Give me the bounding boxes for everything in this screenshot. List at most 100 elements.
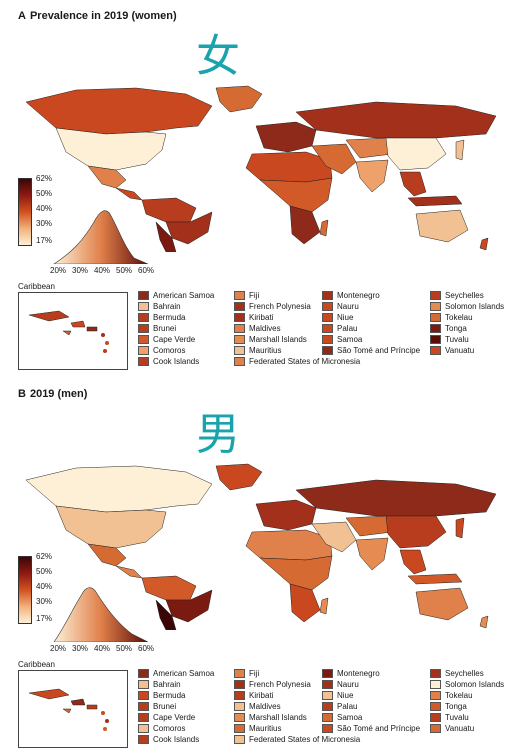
legend-item: Bermuda xyxy=(138,312,185,323)
legend-label: Mauritius xyxy=(249,346,282,355)
overlay-character: 女 xyxy=(196,31,240,82)
legend-item: Federated States of Micronesia xyxy=(234,356,360,367)
world-map xyxy=(25,463,497,630)
legend-item: Seychelles xyxy=(430,668,484,679)
region-russia xyxy=(295,101,497,139)
legend-swatch xyxy=(430,691,441,701)
caribbean-inset xyxy=(18,670,128,748)
legend-swatch xyxy=(430,702,441,712)
legend-label: Palau xyxy=(337,702,358,711)
legend-item: Palau xyxy=(322,701,357,712)
legend-label: Tonga xyxy=(445,324,467,333)
legend-item: São Tomé and Príncipe xyxy=(322,723,420,734)
x-tick: 50% xyxy=(116,266,133,275)
overlay-character: 男 xyxy=(196,409,240,460)
region-southeast-asia xyxy=(399,549,427,575)
legend-swatch xyxy=(138,713,149,723)
legend-item: Cook Islands xyxy=(138,356,199,367)
legend-label: Comoros xyxy=(153,724,186,733)
legend-item: Fiji xyxy=(234,290,259,301)
legend-label: Bermuda xyxy=(153,313,186,322)
legend-item: Seychelles xyxy=(430,290,484,301)
legend-swatch xyxy=(234,691,245,701)
legend-swatch xyxy=(138,702,149,712)
legend-swatch xyxy=(322,324,333,334)
legend-label: Nauru xyxy=(337,680,359,689)
legend: American Samoa Fiji Montenegro Seychelles Ba… xyxy=(138,290,518,370)
legend-swatch xyxy=(138,669,149,679)
scale-bar xyxy=(18,556,32,624)
legend-swatch xyxy=(138,346,149,356)
legend-label: Kiribati xyxy=(249,313,274,322)
legend-swatch xyxy=(430,291,441,301)
legend-label: Solomon Islands xyxy=(445,680,505,689)
region-japan xyxy=(455,517,465,539)
region-madagascar xyxy=(319,219,329,237)
legend-item: Marshall Islands xyxy=(234,334,307,345)
x-tick: 50% xyxy=(116,644,133,653)
region-australia xyxy=(415,209,469,243)
legend-swatch xyxy=(234,735,245,745)
scale-tick: 40% xyxy=(36,582,53,591)
legend-label: Niue xyxy=(337,313,354,322)
world-map xyxy=(25,85,497,252)
legend-label: Cape Verde xyxy=(153,335,196,344)
legend-label: Bahrain xyxy=(153,302,181,311)
legend-item: French Polynesia xyxy=(234,679,311,690)
panel-label: B xyxy=(18,388,26,400)
scale-tick: 62% xyxy=(36,174,53,183)
legend-item: Solomon Islands xyxy=(430,679,504,690)
panel-title: B 2019 (men) xyxy=(18,388,87,400)
legend-label: Tokelau xyxy=(445,313,473,322)
legend-item: Bermuda xyxy=(138,690,185,701)
legend-item: Nauru xyxy=(322,301,359,312)
legend-swatch xyxy=(234,713,245,723)
region-europe xyxy=(255,121,317,153)
legend-label: Tuvalu xyxy=(445,713,469,722)
legend-swatch xyxy=(234,724,245,734)
legend-swatch xyxy=(234,302,245,312)
legend-label: Brunei xyxy=(153,702,177,711)
scale-tick: 17% xyxy=(36,614,53,623)
legend-swatch xyxy=(322,691,333,701)
legend-item: Comoros xyxy=(138,345,185,356)
region-canada xyxy=(25,87,213,135)
legend-swatch xyxy=(234,324,245,334)
panel-label: A xyxy=(18,10,26,22)
legend-swatch xyxy=(430,669,441,679)
legend-swatch xyxy=(138,735,149,745)
legend-label: American Samoa xyxy=(153,669,215,678)
legend-item: Cape Verde xyxy=(138,712,195,723)
panel-title-text: Prevalence in 2019 (women) xyxy=(29,10,177,22)
legend-swatch xyxy=(234,357,245,367)
region-usa xyxy=(55,127,167,171)
region-new-zealand xyxy=(479,237,489,251)
legend-label: São Tomé and Príncipe xyxy=(337,346,421,355)
scale-tick: 50% xyxy=(36,567,53,576)
legend-label: Vanuatu xyxy=(445,724,475,733)
region-australia xyxy=(415,587,469,621)
legend-item: Maldives xyxy=(234,701,281,712)
legend-swatch xyxy=(430,680,441,690)
legend-item: Bahrain xyxy=(138,679,181,690)
legend-label: Vanuatu xyxy=(445,346,475,355)
region-china xyxy=(385,515,447,549)
legend-swatch xyxy=(138,724,149,734)
legend-swatch xyxy=(322,702,333,712)
legend-label: Palau xyxy=(337,324,358,333)
legend-item: American Samoa xyxy=(138,668,214,679)
x-tick: 60% xyxy=(138,266,155,275)
legend-swatch xyxy=(138,680,149,690)
legend-swatch xyxy=(430,324,441,334)
legend-item: Vanuatu xyxy=(430,723,474,734)
region-greenland xyxy=(215,85,263,113)
region-southern-africa xyxy=(289,205,321,245)
legend-label: Seychelles xyxy=(445,669,484,678)
legend-label: Mauritius xyxy=(249,724,282,733)
panel-title-text: 2019 (men) xyxy=(29,388,88,400)
legend-swatch xyxy=(322,302,333,312)
legend-swatch xyxy=(430,302,441,312)
colour-scale: 62% 50% 40% 30% 17% 20% 30% 40% 50% 60% xyxy=(18,172,158,282)
legend-label: Maldives xyxy=(249,702,281,711)
scale-bar xyxy=(18,178,32,246)
